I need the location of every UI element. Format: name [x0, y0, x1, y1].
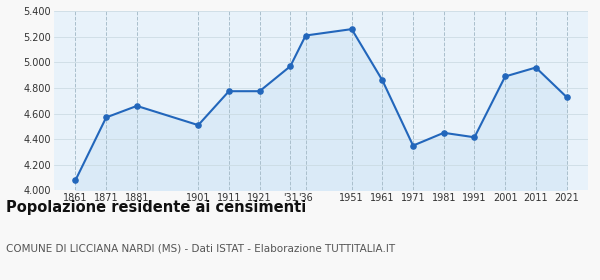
Point	[301, 33, 310, 38]
Point	[439, 130, 449, 135]
Point	[347, 27, 356, 31]
Point	[71, 178, 80, 182]
Point	[562, 95, 571, 99]
Point	[286, 64, 295, 69]
Point	[470, 135, 479, 139]
Point	[531, 65, 541, 70]
Point	[224, 89, 234, 94]
Point	[408, 143, 418, 148]
Point	[132, 104, 142, 108]
Point	[101, 115, 111, 120]
Text: COMUNE DI LICCIANA NARDI (MS) - Dati ISTAT - Elaborazione TUTTITALIA.IT: COMUNE DI LICCIANA NARDI (MS) - Dati IST…	[6, 244, 395, 254]
Point	[500, 74, 510, 79]
Text: Popolazione residente ai censimenti: Popolazione residente ai censimenti	[6, 200, 306, 215]
Point	[255, 89, 265, 94]
Point	[377, 78, 387, 83]
Point	[193, 123, 203, 127]
